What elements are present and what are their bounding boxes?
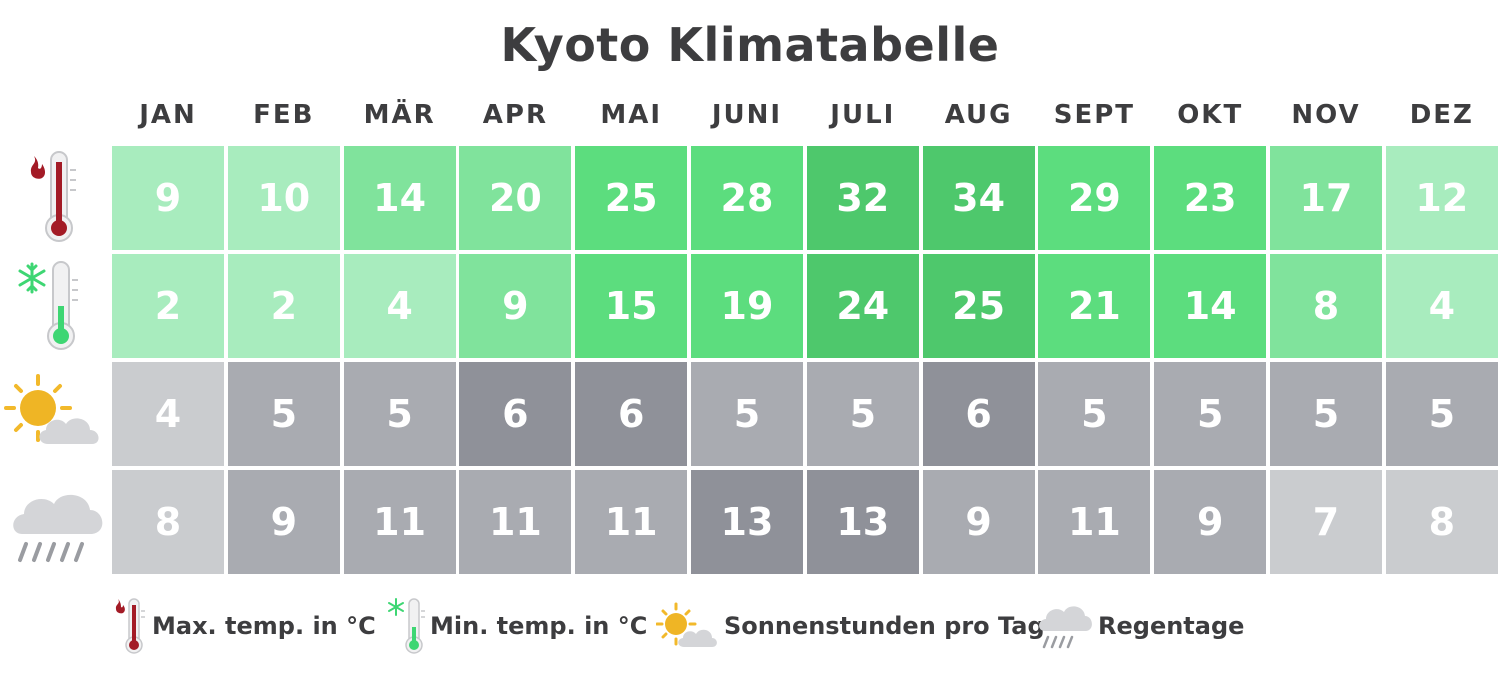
cell-max-temp: 12 bbox=[1385, 146, 1498, 250]
cell-sun-hours: 5 bbox=[806, 362, 919, 466]
cell-sun-hours: 6 bbox=[575, 362, 688, 466]
month-label: JULI bbox=[830, 100, 896, 130]
month-label: MÄR bbox=[363, 100, 436, 130]
cell-sun-hours: 5 bbox=[1038, 362, 1151, 466]
cell-min-temp: 15 bbox=[575, 254, 688, 358]
cell-rain-days: 8 bbox=[1385, 470, 1498, 574]
month-label: FEB bbox=[253, 100, 315, 130]
chart-title: Kyoto Klimatabelle bbox=[500, 18, 1000, 72]
month-label: AUG bbox=[944, 100, 1013, 130]
cell-rain-days: 11 bbox=[459, 470, 572, 574]
month-label: JUNI bbox=[711, 100, 783, 130]
thermometer-cold-icon bbox=[18, 261, 78, 350]
cell-rain-days: 13 bbox=[806, 470, 919, 574]
legend-label-sun: Sonnenstunden pro Tag bbox=[724, 612, 1045, 640]
cell-sun-hours: 4 bbox=[112, 362, 224, 466]
cell-min-temp: 2 bbox=[112, 254, 224, 358]
cell-min-temp: 2 bbox=[227, 254, 340, 358]
cell-sun-hours: 5 bbox=[1385, 362, 1498, 466]
thermometer-hot-icon bbox=[115, 598, 145, 654]
cell-max-temp: 32 bbox=[806, 146, 919, 250]
cell-min-temp: 8 bbox=[1270, 254, 1382, 358]
month-label: APR bbox=[482, 100, 548, 130]
cell-rain-days: 13 bbox=[691, 470, 803, 574]
cell-max-temp: 29 bbox=[1038, 146, 1151, 250]
cell-min-temp: 25 bbox=[922, 254, 1035, 358]
cell-min-temp: 4 bbox=[343, 254, 456, 358]
month-label: DEZ bbox=[1409, 100, 1474, 130]
month-label: SEPT bbox=[1053, 100, 1136, 130]
cell-max-temp: 20 bbox=[459, 146, 572, 250]
legend-label-min-temp: Min. temp. in °C bbox=[430, 612, 648, 640]
thermometer-hot-icon bbox=[30, 151, 76, 242]
month-label: OKT bbox=[1177, 100, 1244, 130]
cell-min-temp: 19 bbox=[691, 254, 803, 358]
cell-sun-hours: 6 bbox=[922, 362, 1035, 466]
legend-label-rain: Regentage bbox=[1098, 612, 1245, 640]
cell-min-temp: 4 bbox=[1385, 254, 1498, 358]
cell-min-temp: 14 bbox=[1154, 254, 1267, 358]
legend-item-max-temp: Max. temp. in °C bbox=[110, 596, 376, 656]
cell-rain-days: 11 bbox=[1038, 470, 1151, 574]
cell-sun-hours: 5 bbox=[1270, 362, 1382, 466]
sun-cloud-icon bbox=[656, 602, 717, 647]
cell-max-temp: 9 bbox=[112, 146, 224, 250]
cell-rain-days: 9 bbox=[227, 470, 340, 574]
legend-item-rain: Regentage bbox=[1036, 596, 1244, 656]
month-header-row: JAN FEB MÄR APR MAI JUNI JULI AUG SEPT OKT NOV DEZ bbox=[110, 100, 1500, 140]
month-label: NOV bbox=[1291, 100, 1361, 130]
cell-sun-hours: 5 bbox=[343, 362, 456, 466]
sun-cloud-icon bbox=[4, 374, 99, 444]
cell-sun-hours: 5 bbox=[227, 362, 340, 466]
cell-min-temp: 24 bbox=[806, 254, 919, 358]
cell-max-temp: 25 bbox=[575, 146, 688, 250]
month-label: MAI bbox=[600, 100, 663, 130]
cell-max-temp: 17 bbox=[1270, 146, 1382, 250]
cell-min-temp: 9 bbox=[459, 254, 572, 358]
cell-rain-days: 11 bbox=[343, 470, 456, 574]
cell-rain-days: 7 bbox=[1270, 470, 1382, 574]
cell-sun-hours: 6 bbox=[459, 362, 572, 466]
cell-max-temp: 10 bbox=[227, 146, 340, 250]
cell-rain-days: 9 bbox=[1154, 470, 1267, 574]
legend-label-max-temp: Max. temp. in °C bbox=[152, 612, 376, 640]
legend-item-min-temp: Min. temp. in °C bbox=[386, 596, 647, 656]
cell-rain-days: 11 bbox=[575, 470, 688, 574]
cell-max-temp: 23 bbox=[1154, 146, 1267, 250]
legend-item-sun: Sonnenstunden pro Tag bbox=[656, 596, 1045, 656]
month-label: JAN bbox=[139, 100, 197, 130]
cell-rain-days: 9 bbox=[922, 470, 1035, 574]
rain-cloud-icon bbox=[1039, 606, 1092, 649]
cell-max-temp: 34 bbox=[922, 146, 1035, 250]
cell-rain-days: 8 bbox=[112, 470, 224, 574]
cell-max-temp: 28 bbox=[691, 146, 803, 250]
thermometer-cold-icon bbox=[388, 598, 425, 654]
cell-sun-hours: 5 bbox=[1154, 362, 1267, 466]
rain-cloud-icon bbox=[13, 494, 103, 562]
cell-max-temp: 14 bbox=[343, 146, 456, 250]
legend: Max. temp. in °C Min. temp. in °C bbox=[0, 596, 1500, 656]
cell-sun-hours: 5 bbox=[691, 362, 803, 466]
cell-min-temp: 21 bbox=[1038, 254, 1151, 358]
